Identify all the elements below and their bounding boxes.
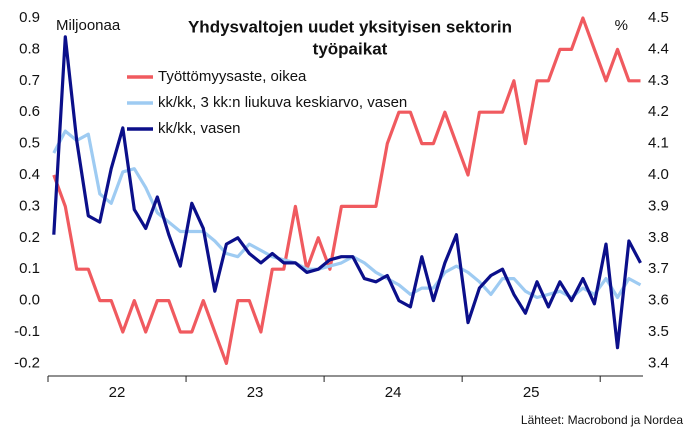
y2-tick-label: 4.2 [648,103,669,120]
y-tick-label: -0.1 [14,323,40,340]
x-tick-label: 23 [247,384,264,401]
legend-label: Työttömyysaste, oikea [158,68,307,85]
y2-tick-label: 4.1 [648,135,669,152]
y2-tick-label: 3.9 [648,197,669,214]
y-tick-label: 0.3 [19,197,40,214]
y-tick-label: 0.5 [19,135,40,152]
y-tick-label: 0.4 [19,166,40,183]
y-tick-label: -0.2 [14,354,40,371]
chart-title: Yhdysvaltojen uudet yksityisen sektorin [188,17,512,36]
x-tick-label: 24 [385,384,402,401]
y-tick-label: 0.8 [19,40,40,57]
y-tick-label: 0.9 [19,9,40,26]
y2-tick-label: 4.3 [648,72,669,89]
y2-tick-label: 3.6 [648,292,669,309]
y2-tick-label: 4.5 [648,9,669,26]
source: Lähteet: Macrobond ja Nordea [521,413,683,427]
line-series [52,129,642,300]
chart-title: työpaikat [313,39,388,58]
y2-axis-label: % [615,17,628,34]
y-axis-label: Miljoonaa [56,17,121,34]
legend-label: kk/kk, vasen [158,120,241,137]
x-tick-label: 22 [109,384,126,401]
y-tick-label: 0.7 [19,72,40,89]
line-series [52,16,641,365]
y2-tick-label: 3.7 [648,260,669,277]
y-tick-label: 0.2 [19,229,40,246]
y2-tick-label: 3.4 [648,354,669,371]
legend-label: kk/kk, 3 kk:n liukuva keskiarvo, vasen [158,94,407,111]
y2-tick-label: 4.4 [648,40,669,57]
y2-tick-label: 3.8 [648,229,669,246]
y2-tick-label: 4.0 [648,166,669,183]
y-tick-label: 0.6 [19,103,40,120]
y-tick-label: 0.0 [19,292,40,309]
y-tick-label: 0.1 [19,260,40,277]
y2-tick-label: 3.5 [648,323,669,340]
line-series [52,35,642,350]
x-tick-label: 25 [523,384,540,401]
